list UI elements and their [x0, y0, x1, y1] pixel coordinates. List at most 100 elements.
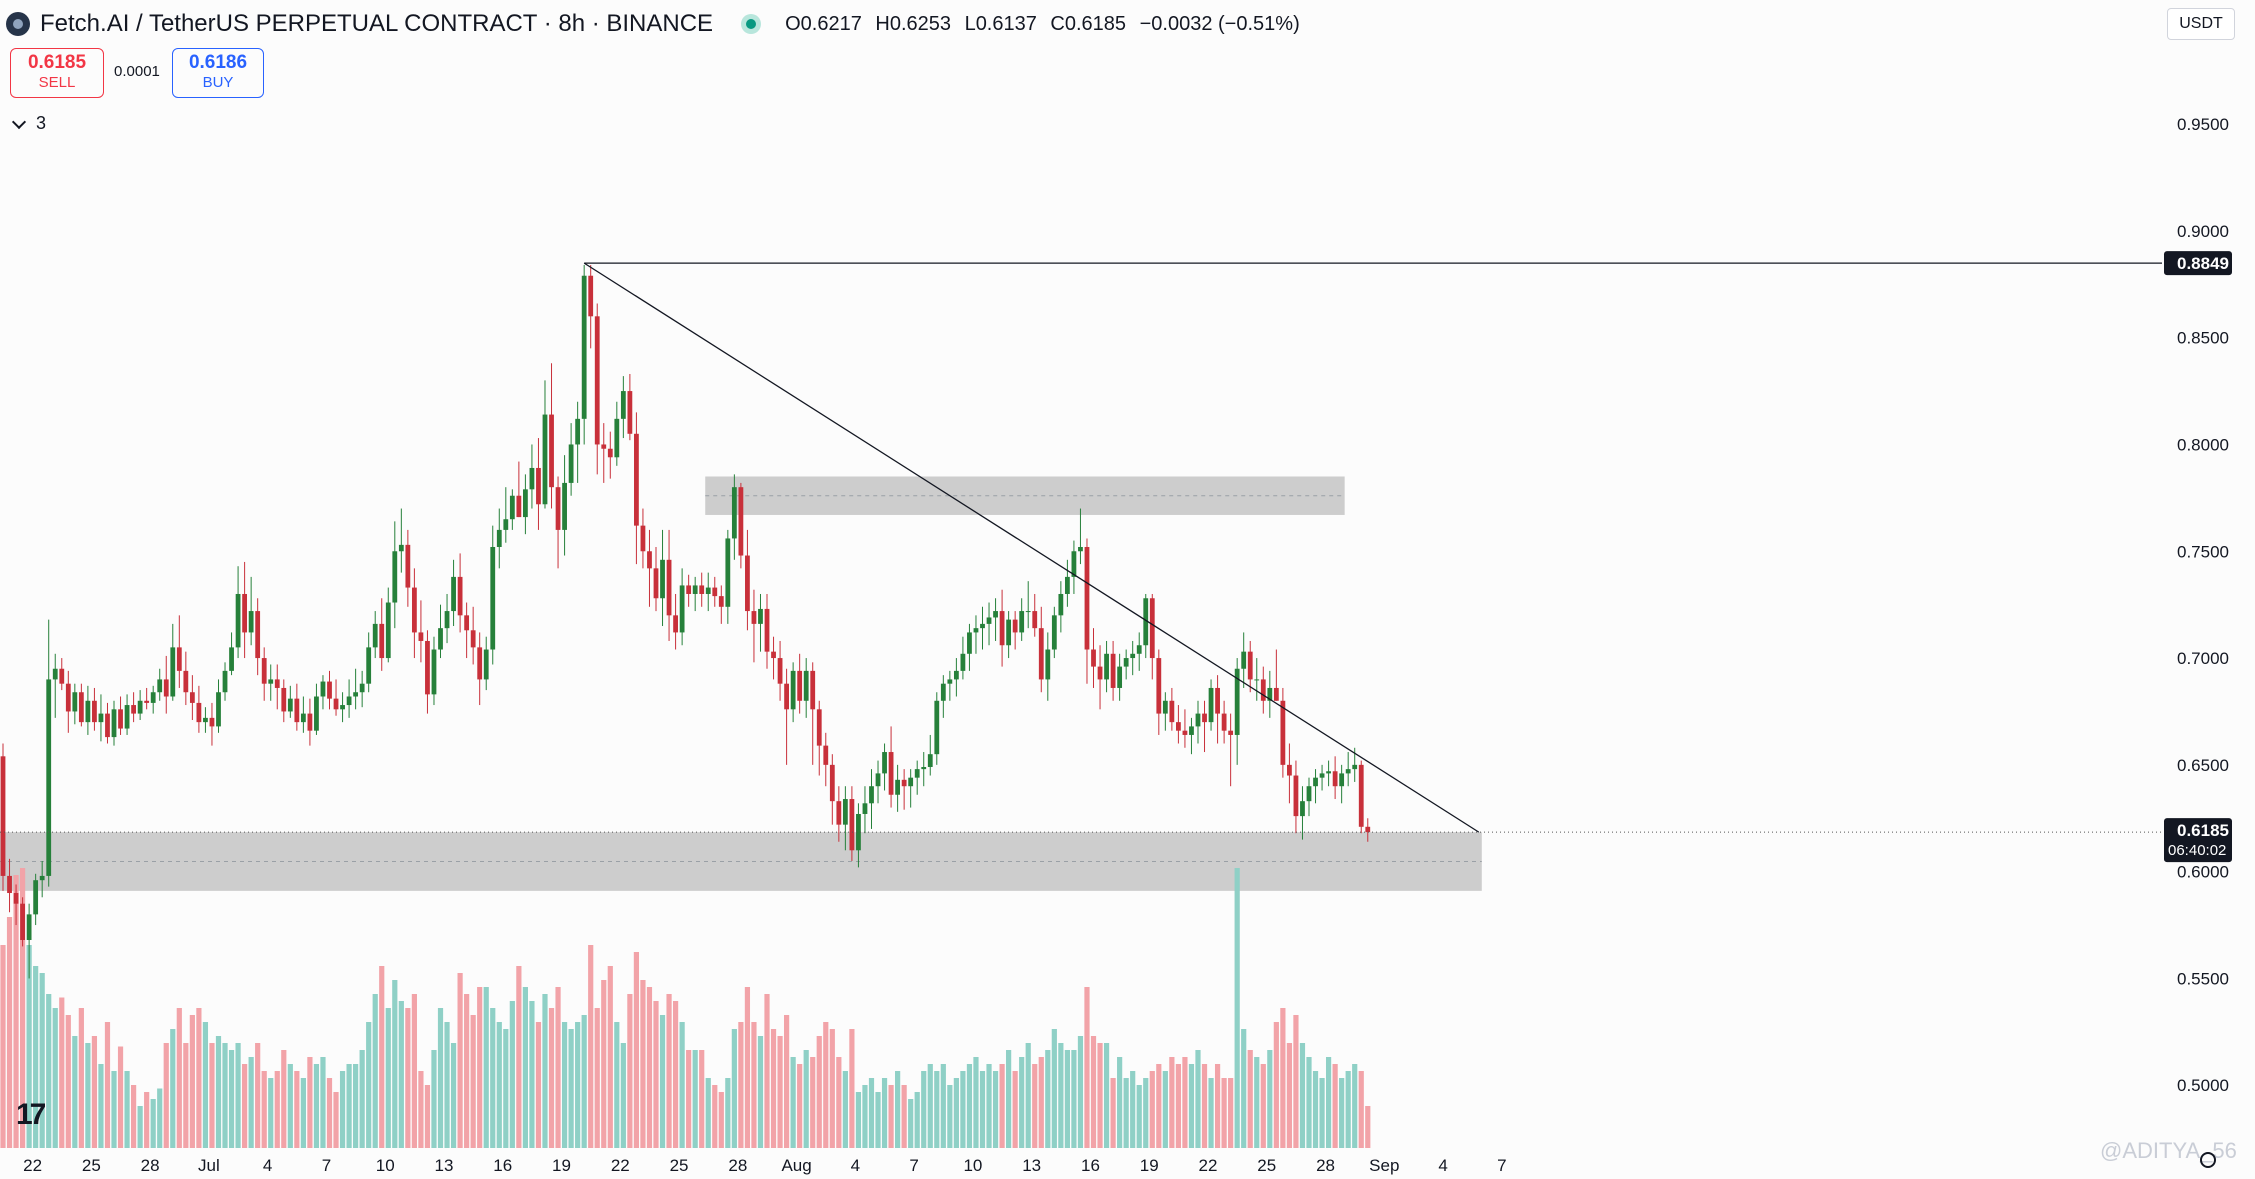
candle-body — [1169, 700, 1175, 723]
candle-body — [65, 683, 71, 712]
candle — [13, 884, 19, 926]
volume-bar — [914, 1092, 920, 1148]
volume-bar — [1038, 1057, 1044, 1148]
candle — [640, 508, 646, 569]
candle — [196, 685, 202, 733]
chart-settings-icon[interactable] — [2200, 1152, 2216, 1168]
volume-bar — [1195, 1050, 1201, 1148]
volume-bar — [1247, 1050, 1253, 1148]
volume-bar — [1090, 1036, 1097, 1148]
volume-bar — [960, 1071, 966, 1148]
candle — [457, 553, 463, 633]
volume-bar — [424, 1085, 431, 1148]
volume-bar — [1319, 1078, 1325, 1148]
candle-body — [222, 670, 228, 693]
volume-bar — [326, 1078, 333, 1148]
volume-bar — [627, 994, 633, 1148]
candle-body — [1339, 773, 1345, 787]
candle-body — [170, 647, 176, 697]
ohlc-readout: O0.6217 H0.6253 L0.6137 C0.6185 −0.0032 … — [785, 12, 1300, 35]
candle-body — [150, 692, 156, 703]
candle — [1176, 705, 1181, 744]
volume-bar — [150, 1099, 156, 1148]
candle — [320, 675, 326, 710]
candle-body — [829, 764, 835, 802]
x-tick-label: 7 — [322, 1156, 331, 1175]
candle-body — [1064, 576, 1070, 594]
volume-bar — [281, 1050, 287, 1148]
indicators-toggle[interactable]: 3 — [11, 113, 46, 134]
volume-bar — [751, 1022, 757, 1148]
volume-bar — [464, 994, 470, 1148]
market-status-icon[interactable] — [741, 14, 762, 34]
candle-body — [934, 700, 940, 755]
candle — [496, 508, 502, 569]
volume-bar — [1293, 1015, 1299, 1148]
candle-body — [1208, 687, 1214, 723]
candle — [516, 461, 522, 518]
candle-body — [483, 649, 489, 680]
volume-bar — [542, 994, 548, 1148]
x-tick-label: 10 — [376, 1156, 395, 1175]
tradingview-logo[interactable]: 17 — [16, 1098, 46, 1131]
candle — [1032, 593, 1038, 637]
candle — [1012, 611, 1018, 650]
volume-bar — [444, 1022, 450, 1148]
candle-body — [1254, 679, 1260, 681]
volume-bar — [666, 994, 672, 1148]
candle-body — [327, 681, 332, 699]
candle — [555, 476, 561, 569]
candle-body — [725, 538, 731, 607]
buy-button[interactable]: 0.6186 BUY — [172, 48, 264, 98]
candle — [627, 373, 633, 441]
volume-bar — [986, 1064, 992, 1148]
volume-bar — [790, 1057, 796, 1148]
volume-bar — [646, 987, 653, 1148]
candle — [1332, 756, 1338, 800]
symbol-title[interactable]: Fetch.AI / TetherUS PERPETUAL CONTRACT ·… — [40, 10, 714, 37]
candle — [118, 696, 123, 735]
candle — [908, 769, 914, 808]
volume-bar — [261, 1071, 267, 1148]
volume-bar — [659, 1015, 666, 1148]
candle — [7, 858, 12, 913]
candle — [451, 559, 456, 627]
volume-bar — [26, 945, 32, 1148]
sell-price: 0.6185 — [27, 52, 87, 73]
sell-button[interactable]: 0.6185 SELL — [10, 48, 104, 98]
candle — [248, 576, 254, 646]
candle-body — [738, 487, 744, 556]
y-tick-label: 0.8000 — [2177, 435, 2229, 454]
candle — [78, 683, 84, 727]
candle — [790, 662, 796, 723]
y-tick-label: 0.7000 — [2177, 649, 2229, 668]
volume-bar — [1175, 1064, 1181, 1148]
candle — [418, 600, 424, 663]
volume-bar — [1025, 1043, 1031, 1148]
volume-bar — [268, 1078, 274, 1148]
currency-selector[interactable]: USDT — [2167, 8, 2235, 40]
volume-bar — [1006, 1050, 1012, 1148]
volume-bar — [117, 1046, 124, 1148]
candle-body — [1078, 546, 1083, 552]
volume-bar — [1280, 1008, 1286, 1148]
candle-body — [1084, 546, 1090, 650]
candle-body — [692, 585, 698, 594]
volume-bar — [1182, 1057, 1188, 1148]
candle-body — [823, 745, 829, 765]
candle — [993, 598, 998, 641]
last-price-label-bg — [2164, 818, 2232, 863]
candle — [653, 546, 659, 612]
candle — [92, 687, 97, 731]
candle-body — [1345, 769, 1351, 774]
x-tick-label: 4 — [851, 1156, 860, 1175]
volume-bar — [705, 1078, 711, 1148]
candle-body — [157, 679, 163, 693]
volume-bar — [1228, 1078, 1234, 1148]
x-tick-label: Sep — [1369, 1156, 1399, 1175]
candle-body — [418, 632, 424, 641]
candle — [1006, 611, 1012, 659]
volume-bar — [477, 987, 483, 1148]
volume-bar — [607, 966, 613, 1148]
